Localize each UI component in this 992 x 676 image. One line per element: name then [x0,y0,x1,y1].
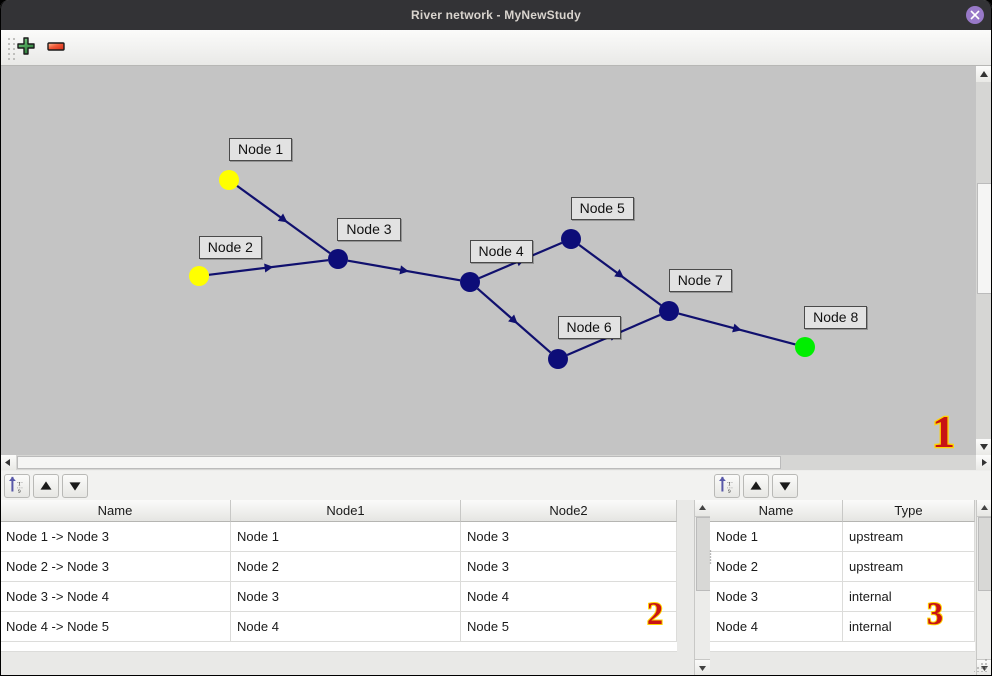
svg-text:3: 3 [927,595,943,631]
svg-text:1: 1 [728,482,731,488]
svg-text:2: 2 [647,595,663,631]
svg-text:1: 1 [932,406,955,455]
svg-text:1: 1 [18,482,21,488]
svg-text:9: 9 [18,489,21,495]
svg-text:9: 9 [728,489,731,495]
